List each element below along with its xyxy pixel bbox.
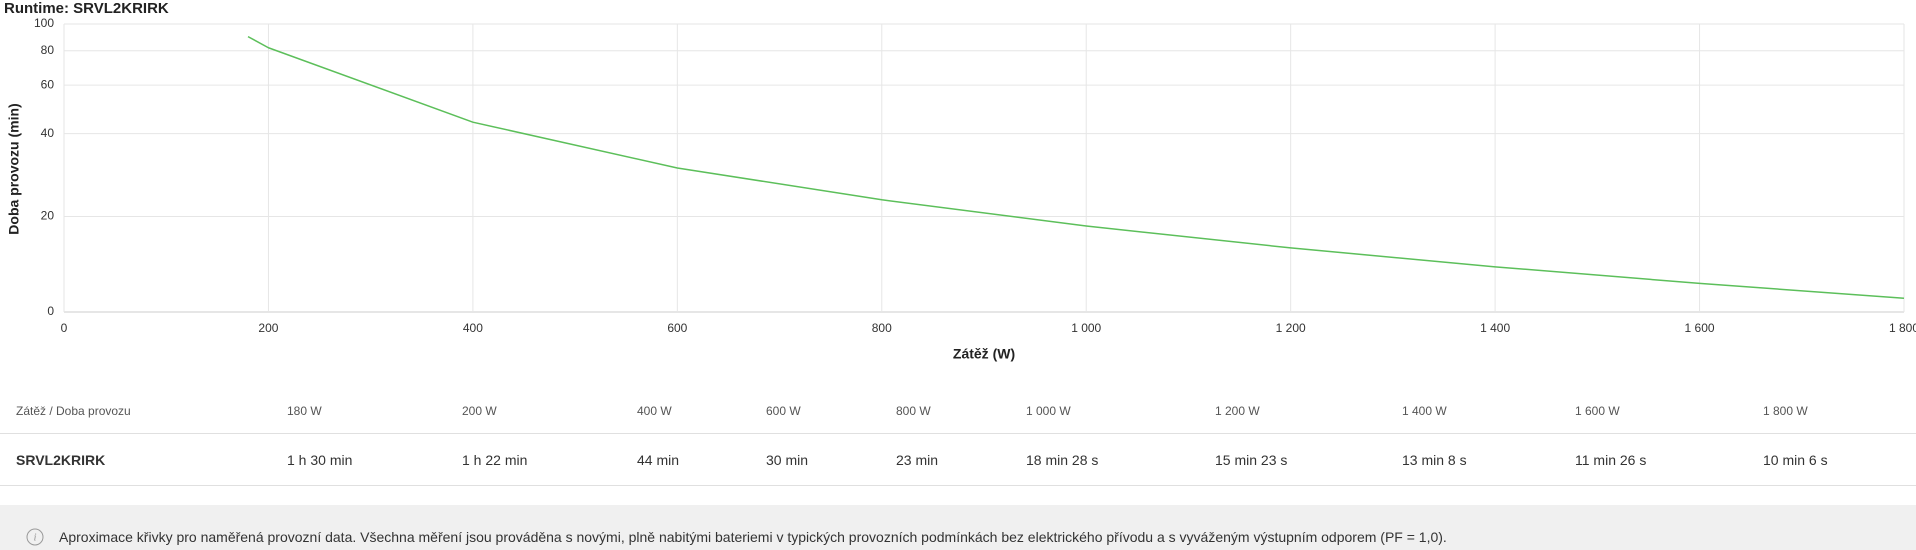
info-icon: i: [26, 528, 44, 546]
x-tick-label: 1 400: [1480, 321, 1510, 335]
table-header: 600 W: [766, 404, 801, 418]
table-header: 800 W: [896, 404, 931, 418]
x-axis-title: Zátěž (W): [953, 346, 1015, 362]
x-tick-label: 1 000: [1071, 321, 1101, 335]
table-cell: 44 min: [637, 452, 680, 468]
table-cell: 1 h 30 min: [287, 452, 353, 468]
x-tick-label: 800: [872, 321, 892, 335]
table-cell: 11 min 26 s: [1575, 452, 1647, 468]
x-tick-label: 1 600: [1685, 321, 1715, 335]
note-text: Aproximace křivky pro naměřená provozní …: [59, 529, 1447, 545]
x-tick-label: 600: [667, 321, 687, 335]
table-header: 1 000 W: [1026, 404, 1071, 418]
table-header: 1 200 W: [1215, 404, 1260, 418]
runtime-table: Zátěž / Doba provozu 180 W 200 W 400 W 600 W…: [0, 390, 1916, 490]
table-header: Zátěž / Doba provozu: [16, 404, 131, 418]
table-header: 180 W: [287, 404, 322, 418]
x-tick-label: 200: [258, 321, 278, 335]
table-header: 1 400 W: [1402, 404, 1447, 418]
chart: Runtime: SRVL2KRIRK Doba provozu (min) Z…: [4, 0, 1916, 362]
table-cell: 30 min: [766, 452, 809, 468]
y-tick-label: 60: [41, 77, 55, 91]
y-tick-label: 80: [41, 43, 55, 57]
table-cell: 13 min 8 s: [1402, 452, 1467, 468]
row-label: SRVL2KRIRK: [16, 452, 106, 468]
table-cell: 18 min 28 s: [1026, 452, 1099, 468]
y-tick-label: 40: [41, 126, 55, 140]
x-tick-label: 1 800: [1889, 321, 1916, 335]
chart-title: Runtime: SRVL2KRIRK: [4, 0, 169, 17]
x-tick-label: 400: [463, 321, 483, 335]
table-cell: 10 min 6 s: [1763, 452, 1828, 468]
x-tick-label: 1 200: [1276, 321, 1306, 335]
y-tick-label: 20: [41, 209, 55, 223]
table-cell: 15 min 23 s: [1215, 452, 1288, 468]
table-header: 200 W: [462, 404, 497, 418]
x-tick-label: 0: [61, 321, 68, 335]
y-axis-title: Doba provozu (min): [6, 103, 22, 234]
table-header: 400 W: [637, 404, 672, 418]
table-header: 1 800 W: [1763, 404, 1808, 418]
row-divider: [0, 485, 1916, 486]
svg-text:i: i: [33, 532, 36, 544]
row-divider: [0, 433, 1916, 434]
table-cell: 1 h 22 min: [462, 452, 528, 468]
table-header: 1 600 W: [1575, 404, 1620, 418]
y-tick-label: 0: [47, 304, 54, 318]
y-tick-label: 100: [34, 16, 54, 30]
data-line: [247, 35, 1905, 299]
note-box: i Aproximace křivky pro naměřená provozn…: [0, 505, 1916, 550]
table-cell: 23 min: [896, 452, 939, 468]
